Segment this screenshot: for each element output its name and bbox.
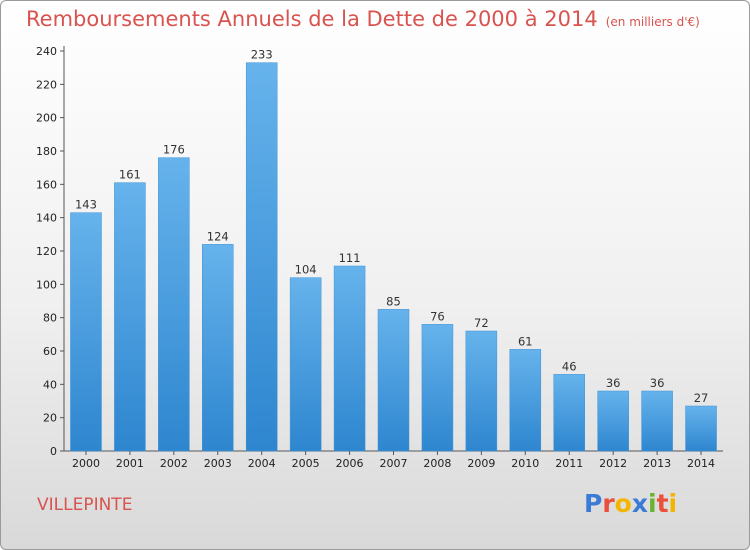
bar-2014 (685, 405, 717, 452)
y-tick-label: 200 (36, 112, 57, 125)
bar-2003 (202, 244, 234, 452)
logo-letter: P (584, 489, 603, 518)
bar-2009 (465, 330, 498, 452)
bars-group (70, 62, 717, 452)
value-label-2010: 61 (518, 334, 533, 348)
bar-2011 (553, 374, 585, 452)
value-label-2005: 104 (295, 263, 317, 277)
value-label-2000: 143 (75, 198, 97, 212)
x-tick-label-2008: 2008 (423, 457, 451, 470)
bar-2008 (421, 324, 454, 452)
x-tick-label-2003: 2003 (204, 457, 232, 470)
logo-letter: r (602, 489, 615, 518)
x-tick-label-2011: 2011 (555, 457, 583, 470)
x-tick-label-2007: 2007 (380, 457, 408, 470)
bar-2007 (377, 309, 410, 452)
logo-letter: o (614, 489, 632, 518)
bar-2001 (114, 182, 146, 452)
y-tick-label: 40 (43, 378, 57, 391)
value-label-2012: 36 (606, 376, 621, 390)
x-tick-label-2006: 2006 (336, 457, 364, 470)
chart-title-text: Remboursements Annuels de la Dette de 20… (26, 7, 598, 31)
x-tick-label-2001: 2001 (116, 457, 144, 470)
y-tick-label: 0 (50, 445, 57, 458)
x-tick-label-2005: 2005 (292, 457, 320, 470)
value-label-2008: 76 (430, 309, 445, 323)
y-tick-label: 220 (36, 78, 57, 91)
value-label-2004: 233 (251, 48, 273, 62)
y-tick-label: 60 (43, 345, 57, 358)
bar-2013 (641, 390, 673, 452)
x-tick-label-2014: 2014 (687, 457, 715, 470)
x-tick-label-2009: 2009 (467, 457, 495, 470)
chart-title-unit: (en milliers d'€) (605, 15, 700, 29)
proxiti-logo[interactable]: Proxiti (584, 489, 677, 518)
bar-2002 (158, 157, 190, 452)
bar-2010 (509, 349, 542, 452)
logo-letter: i (648, 489, 657, 518)
value-label-2002: 176 (163, 143, 185, 157)
y-tick-label: 120 (36, 245, 57, 258)
value-label-2007: 85 (386, 294, 401, 308)
bar-2004 (245, 62, 278, 452)
logo-letter: x (631, 489, 648, 518)
y-tick-label: 20 (43, 412, 57, 425)
x-tick-label-2002: 2002 (160, 457, 188, 470)
y-tick-label: 240 (36, 45, 57, 58)
bar-2005 (289, 277, 322, 452)
x-tick-label-2004: 2004 (248, 457, 276, 470)
value-label-2014: 27 (694, 391, 709, 405)
y-tick-label: 180 (36, 145, 57, 158)
x-tick-label-2012: 2012 (599, 457, 627, 470)
value-label-2009: 72 (474, 316, 489, 330)
commune-name: VILLEPINTE (37, 495, 133, 515)
value-label-2001: 161 (119, 168, 141, 182)
value-label-2006: 111 (339, 251, 361, 265)
y-tick-label: 100 (36, 278, 57, 291)
x-tick-label-2010: 2010 (511, 457, 539, 470)
value-label-2003: 124 (207, 229, 229, 243)
value-label-2011: 46 (562, 359, 577, 373)
x-tick-label-2013: 2013 (643, 457, 671, 470)
y-tick-label: 160 (36, 178, 57, 191)
x-tick-label-2000: 2000 (72, 457, 100, 470)
logo-letter: i (668, 489, 678, 518)
logo-letter: t (656, 489, 669, 518)
bar-2000 (70, 212, 102, 452)
y-tick-label: 140 (36, 212, 57, 225)
value-label-2013: 36 (650, 376, 665, 390)
bar-2006 (333, 265, 366, 452)
bar-2012 (597, 390, 629, 452)
chart-axes: 0 20 40 60 80 100 120 140 160 180 200 220 240 2000 200… (36, 45, 723, 470)
value-labels-group: 143 161 176 124 233 104 111 85 76 72 61 46 36 36 27 (75, 48, 708, 405)
chart-title: Remboursements Annuels de la Dette de 20… (26, 7, 700, 31)
y-tick-label: 80 (43, 312, 57, 325)
